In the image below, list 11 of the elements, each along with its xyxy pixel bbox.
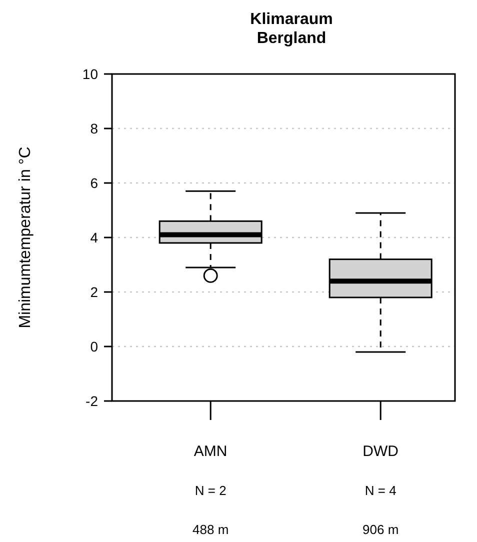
y-tick-label: 6 bbox=[90, 174, 98, 191]
y-axis-title: Minimumtemperatur in °C bbox=[17, 146, 34, 328]
y-tick-label: 0 bbox=[90, 338, 98, 354]
y-tick-label: 8 bbox=[90, 120, 98, 136]
y-tick-label: 10 bbox=[82, 66, 98, 82]
category-label: AMN N = 2 488 m bbox=[192, 443, 229, 537]
y-tick-label: 4 bbox=[90, 229, 98, 246]
y-tick-label: -2 bbox=[86, 392, 98, 409]
chart-title: Klimaraum Bergland bbox=[250, 11, 333, 47]
category-label: DWD N = 4 906 m bbox=[362, 443, 399, 537]
y-tick-label: 2 bbox=[90, 284, 98, 300]
